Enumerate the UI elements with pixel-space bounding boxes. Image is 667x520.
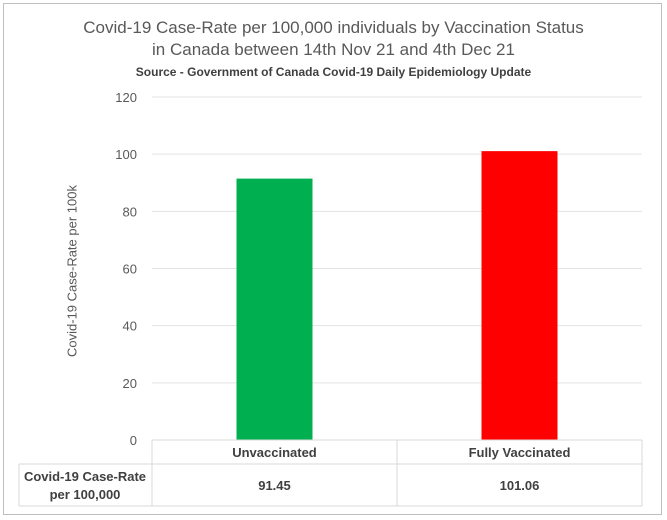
- y-tick-label: 80: [123, 204, 137, 219]
- y-tick-label: 20: [123, 376, 137, 391]
- chart-title-line-2: in Canada between 14th Nov 21 and 4th De…: [152, 40, 515, 59]
- x-tick-label: Unvaccinated: [232, 445, 317, 460]
- y-tick-label: 60: [123, 262, 137, 277]
- y-tick-label: 120: [115, 90, 137, 105]
- y-tick-label: 0: [130, 433, 137, 448]
- data-label: 101.06: [500, 478, 540, 493]
- data-label: 91.45: [258, 478, 291, 493]
- bar: [481, 151, 558, 440]
- y-tick-label: 40: [123, 319, 137, 334]
- y-tick-label: 100: [115, 147, 137, 162]
- x-tick-label: Fully Vaccinated: [469, 445, 571, 460]
- bar: [236, 178, 313, 441]
- table-series-label: Covid-19 Case-Rate: [24, 469, 146, 484]
- chart-subtitle: Source - Government of Canada Covid-19 D…: [135, 65, 532, 79]
- chart-title: Covid-19 Case-Rate per 100,000 individua…: [0, 17, 667, 61]
- chart-title-line-1: Covid-19 Case-Rate per 100,000 individua…: [83, 18, 584, 37]
- table-series-label: per 100,000: [50, 487, 121, 502]
